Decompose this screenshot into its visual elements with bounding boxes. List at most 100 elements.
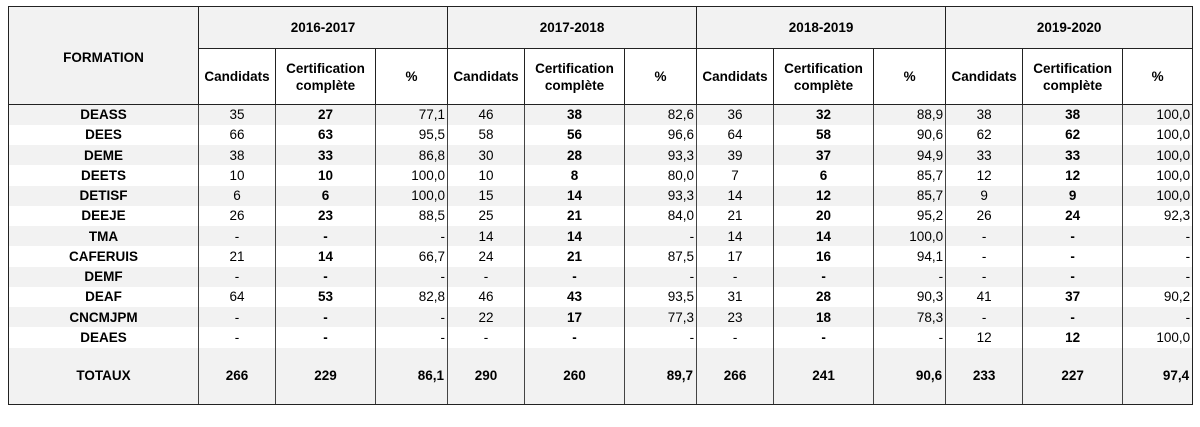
certification-cell: 227 [1022,347,1124,405]
formation-name: DEASS [8,103,199,125]
certification-cell: 10 [275,165,376,186]
certification-cell: - [275,226,376,247]
percent-cell: 82,8 [374,286,449,307]
table-row: DEAF 64 53 82,8 46 43 93,5 31 28 90,3 41 37 90,2 [8,286,1194,307]
candidats-cell: 14 [447,226,526,247]
candidats-cell: 22 [447,307,526,328]
formation-name: DEME [8,145,199,166]
year-header: 2019-2020 [945,6,1194,49]
table-row: DEME 38 33 86,8 30 28 93,3 39 37 94,9 33 33 100,0 [8,145,1194,166]
percent-cell: 93,5 [624,286,698,307]
formation-name: CAFERUIS [8,246,199,267]
year-header: 2018-2019 [696,6,947,49]
certification-cell: 260 [524,347,626,405]
candidats-cell: 23 [696,307,775,328]
candidats-cell: - [696,266,775,287]
formation-header: FORMATION [8,6,199,105]
certification-header: Certification complète [773,48,875,105]
percent-cell: - [374,226,449,247]
table-row: DEES 66 63 95,5 58 56 96,6 64 58 90,6 62 62 100,0 [8,124,1194,145]
certification-cell: 21 [524,205,626,226]
certification-cell: - [1022,266,1124,287]
candidats-cell: 21 [696,205,775,226]
certification-cell: - [773,327,875,348]
percent-cell: 100,0 [374,185,449,206]
candidats-cell: - [945,246,1024,267]
certification-cell: 12 [773,185,875,206]
certification-cell: 56 [524,124,626,145]
certification-cell: 21 [524,246,626,267]
certification-table: FORMATION 2016-2017 2017-2018 2018-2019 … [8,6,1194,405]
table-row: DEAES - - - - - - - - -12 12 100,0 [8,327,1194,348]
year-header: 2017-2018 [447,6,698,49]
percent-cell: 100,0 [1122,327,1194,348]
percent-cell: - [1122,226,1194,247]
percent-header: % [1122,48,1194,105]
certification-cell: 28 [524,145,626,166]
candidats-cell: 290 [447,347,526,405]
certification-cell: 24 [1022,205,1124,226]
certification-cell: - [1022,307,1124,328]
candidats-cell: 266 [696,347,775,405]
percent-cell: 95,2 [873,205,947,226]
certification-cell: 17 [524,307,626,328]
certification-cell: 53 [275,286,376,307]
certification-cell: - [275,266,376,287]
candidats-header: Candidats [447,48,526,105]
formation-name: DETISF [8,185,199,206]
certification-cell: 12 [1022,165,1124,186]
certification-header: Certification complète [1022,48,1124,105]
percent-cell: 77,3 [624,307,698,328]
percent-cell: 89,7 [624,347,698,405]
certification-cell: 38 [524,103,626,125]
percent-cell: 94,9 [873,145,947,166]
candidats-cell: 26 [945,205,1024,226]
percent-cell: 100,0 [1122,185,1194,206]
certification-cell: 37 [1022,286,1124,307]
totals-row: TOTAUX 266 229 86,1 290 260 89,7 266 241 90,6 233 2… [8,347,1194,405]
certification-header-line2: complète [295,77,356,93]
candidats-cell: 35 [198,103,276,125]
certification-cell: 9 [1022,185,1124,206]
percent-cell: 84,0 [624,205,698,226]
certification-header-line1: Certification [286,60,365,76]
percent-cell: - [1122,307,1194,328]
candidats-cell: - [198,226,276,247]
certification-cell: 28 [773,286,875,307]
candidats-cell: 38 [198,145,276,166]
percent-cell: - [873,266,947,287]
candidats-cell: 14 [696,226,775,247]
percent-cell: 66,7 [374,246,449,267]
candidats-cell: 46 [447,103,526,125]
percent-cell: 85,7 [873,185,947,206]
certification-cell: - [524,327,626,348]
percent-cell: 92,3 [1122,205,1194,226]
candidats-cell: 66 [198,124,276,145]
candidats-cell: 26 [198,205,276,226]
candidats-cell: 6 [198,185,276,206]
certification-cell: - [275,327,376,348]
percent-cell: 95,5 [374,124,449,145]
percent-cell: 82,6 [624,103,698,125]
formation-name: TMA [8,226,199,247]
percent-cell: 87,5 [624,246,698,267]
percent-cell: 77,1 [374,103,449,125]
percent-cell: - [873,327,947,348]
certification-cell: - [1022,246,1124,267]
certification-cell: 33 [1022,145,1124,166]
table-row: DEEJE 26 23 88,5 25 21 84,0 21 20 95,2 26 24 92,3 [8,205,1194,226]
candidats-cell: - [447,266,526,287]
percent-cell: - [624,226,698,247]
certification-cell: 229 [275,347,376,405]
certification-cell: 14 [773,226,875,247]
candidats-cell: 14 [696,185,775,206]
candidats-cell: 58 [447,124,526,145]
candidats-cell: 233 [945,347,1024,405]
percent-cell: 88,5 [374,205,449,226]
candidats-cell: 24 [447,246,526,267]
percent-cell: - [374,327,449,348]
candidats-cell: - [945,226,1024,247]
certification-cell: 63 [275,124,376,145]
percent-header: % [374,48,449,105]
certification-cell: - [1022,226,1124,247]
